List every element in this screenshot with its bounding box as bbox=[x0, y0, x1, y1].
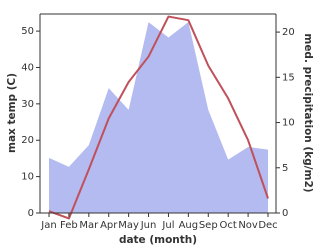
x-tick-label: Aug bbox=[179, 220, 199, 231]
temp-line bbox=[48, 15, 269, 220]
x-tick-label: Oct bbox=[220, 220, 237, 231]
y-tick-label: 40 bbox=[21, 62, 34, 73]
x-tick-label: Mar bbox=[79, 220, 99, 231]
x-tick-label: Sep bbox=[199, 220, 218, 231]
x-tick-label: Jan bbox=[40, 220, 56, 231]
x-tick-label: Jul bbox=[161, 220, 174, 231]
y-tick-label: 20 bbox=[21, 135, 34, 146]
x-tick-label: Apr bbox=[100, 220, 118, 231]
y2-tick-label: 0 bbox=[282, 208, 288, 219]
y-tick-label: 30 bbox=[21, 99, 34, 110]
y-tick-label: 10 bbox=[21, 172, 34, 183]
y-tick-label: 50 bbox=[21, 26, 34, 37]
precipitation-area bbox=[49, 22, 268, 213]
y2-axis-label: med. precipitation (kg/m2) bbox=[302, 33, 314, 192]
y2-tick-label: 10 bbox=[282, 118, 295, 129]
x-tick-label: Feb bbox=[60, 220, 78, 231]
y-tick-label: 0 bbox=[28, 208, 34, 219]
y2-tick-label: 15 bbox=[282, 72, 295, 83]
x-axis-label: date (month) bbox=[119, 234, 197, 246]
y2-tick-label: 5 bbox=[282, 163, 288, 174]
y-axis-label: max temp (C) bbox=[6, 73, 18, 153]
x-tick-label: Dec bbox=[258, 220, 277, 231]
x-tick-label: Nov bbox=[238, 220, 258, 231]
y2-tick-label: 20 bbox=[282, 27, 295, 38]
x-tick-label: May bbox=[118, 220, 139, 231]
x-tick-label: Jun bbox=[140, 220, 157, 231]
